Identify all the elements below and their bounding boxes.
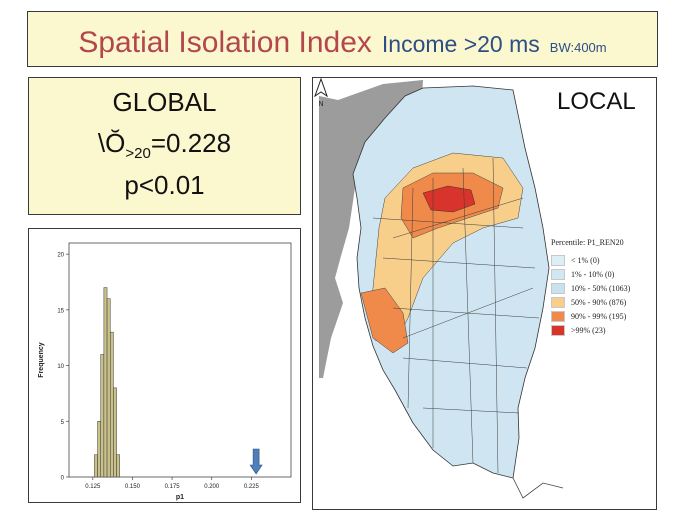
global-statistic: \Ŏ>20=0.228 [29, 128, 300, 162]
legend-title: Percentile: P1_REN20 [551, 238, 624, 247]
x-tick-label: 0.175 [165, 484, 181, 490]
map-very-high-zone [422, 185, 476, 213]
global-panel: GLOBAL \Ŏ>20=0.228 p<0.01 [28, 77, 301, 215]
histogram-chart: 0 5 10 15 20 0.125 0.150 0.175 0.200 0.225 p1 Frequ… [38, 242, 292, 501]
north-arrow-icon: N [314, 78, 328, 108]
legend-swatch [551, 324, 565, 336]
legend-item: < 1% (0) [551, 253, 630, 267]
y-tick-label: 5 [61, 420, 65, 426]
histogram-bar [94, 454, 98, 478]
observed-value-arrow-icon [249, 448, 263, 475]
legend-label: 50% - 90% (876) [571, 297, 627, 307]
choropleth-map [319, 80, 564, 499]
legend-label: < 1% (0) [571, 255, 600, 265]
histogram-bar [106, 298, 111, 478]
histogram-bar [100, 354, 105, 478]
stat-symbol: \Ŏ [97, 128, 126, 158]
legend-item: 50% - 90% (876) [551, 295, 630, 309]
x-tick-label: 0.125 [85, 484, 101, 490]
legend-item: >99% (23) [551, 323, 630, 337]
y-tick-label: 10 [57, 364, 64, 370]
x-tick-label: 0.150 [125, 484, 141, 490]
x-tick-label: 0.200 [204, 484, 220, 490]
title-bandwidth: BW:400m [549, 40, 607, 55]
legend-swatch [551, 254, 565, 266]
map-boundaries [372, 157, 540, 474]
stat-subscript: >20 [125, 145, 151, 163]
histogram-bar [109, 331, 114, 478]
map-coastline [512, 477, 564, 499]
x-tick-label: 0.225 [244, 484, 260, 490]
histogram-panel: 0 5 10 15 20 0.125 0.150 0.175 0.200 0.225 p1 Frequ… [28, 228, 301, 503]
map-legend: Percentile: P1_REN20 < 1% (0) 1% - 10% (0… [551, 238, 630, 337]
map-high-southwest [360, 287, 409, 354]
legend-label: 1% - 10% (0) [571, 269, 615, 279]
legend-label: 90% - 99% (195) [571, 311, 627, 321]
y-axis-label: Frequency [38, 342, 45, 378]
local-label: LOCAL [557, 88, 636, 115]
y-tick-label: 15 [57, 308, 64, 314]
histogram-bar [113, 387, 117, 478]
legend-swatch [551, 310, 565, 322]
legend-label: 10% - 50% (1063) [571, 283, 631, 293]
local-map-panel: LOCAL Percentile: P1_REN20 < 1% (0) 1% - … [312, 77, 657, 510]
y-tick-label: 20 [57, 253, 64, 259]
legend-swatch [551, 296, 565, 308]
legend-item: 90% - 99% (195) [551, 309, 630, 323]
histogram-bar [97, 421, 101, 478]
histogram-bar [116, 454, 120, 478]
title-banner: Spatial Isolation Index Income >20 ms BW… [27, 11, 658, 67]
x-axis-label: p1 [176, 494, 184, 501]
y-tick-label: 0 [61, 476, 65, 482]
global-p-value: p<0.01 [124, 170, 205, 201]
legend-swatch [551, 268, 565, 280]
legend-item: 1% - 10% (0) [551, 267, 630, 281]
title-sub: Income >20 ms [381, 31, 540, 57]
global-heading: GLOBAL [112, 87, 217, 117]
histogram-bar [103, 287, 108, 478]
legend-item: 10% - 50% (1063) [551, 281, 630, 295]
map-outside-area [319, 80, 423, 378]
legend-label: >99% (23) [571, 325, 606, 335]
legend-swatch [551, 282, 565, 294]
north-label: N [318, 101, 323, 108]
title-main: Spatial Isolation Index [78, 26, 372, 59]
stat-value: =0.228 [150, 128, 232, 158]
